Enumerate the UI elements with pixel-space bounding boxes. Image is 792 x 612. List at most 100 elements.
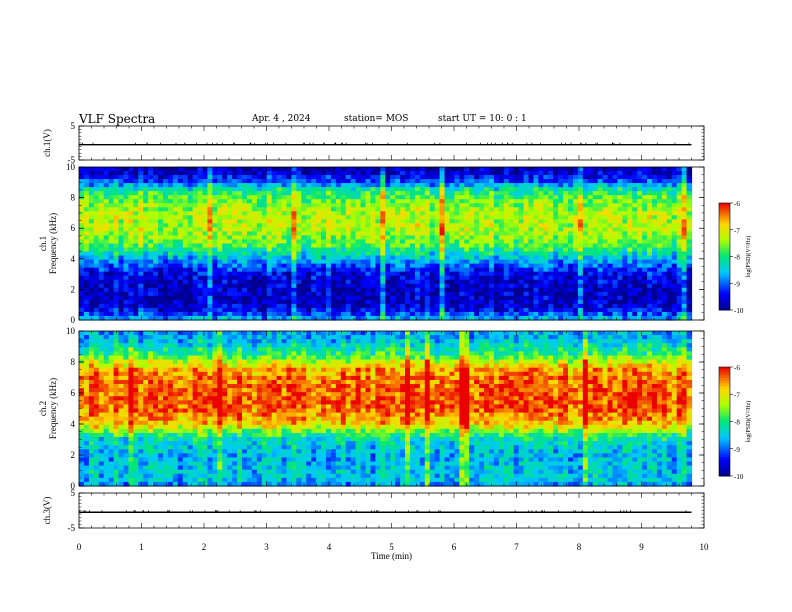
- spectrogram-cell: [686, 287, 693, 293]
- spectrogram-cell: [321, 299, 327, 305]
- spectrogram-cell: [276, 187, 283, 192]
- spectrogram-cell: [261, 311, 268, 317]
- spectrogram-cell: [637, 191, 643, 196]
- spectrogram-cell: [133, 291, 139, 297]
- spectrogram-cell: [232, 235, 238, 241]
- spectrogram-cell: [572, 195, 579, 200]
- spectrogram-cell: [335, 279, 342, 285]
- spectrogram-cell: [513, 231, 520, 237]
- spectrogram-cell: [291, 283, 297, 289]
- spectrogram-cell: [177, 287, 184, 293]
- spectrogram-cell: [572, 283, 579, 289]
- spectrogram-cell: [242, 207, 248, 212]
- spectrogram-cell: [237, 303, 243, 309]
- spectrogram-cell: [538, 259, 544, 265]
- spectrogram-cell: [513, 199, 520, 204]
- spectrogram-cell: [414, 243, 421, 249]
- spectrogram-cell: [370, 183, 376, 188]
- spectrogram-cell: [261, 215, 268, 220]
- spectrogram-cell: [365, 255, 372, 261]
- spectrogram-cell: [286, 315, 292, 321]
- spectrogram-cell: [83, 171, 90, 176]
- spectrogram-cell: [113, 239, 120, 245]
- spectrogram-cell: [93, 211, 100, 216]
- spectrogram-cell: [335, 199, 342, 204]
- spectrogram-cell: [192, 283, 199, 289]
- spectrogram-cell: [83, 239, 90, 245]
- start-time-label: start UT = 10: 0 : 1: [438, 114, 527, 124]
- spectrogram-cell: [261, 247, 268, 253]
- spectrogram-cell: [98, 243, 105, 249]
- spectrogram-cell: [493, 311, 500, 317]
- spectrogram-cell: [123, 267, 129, 273]
- spectrogram-cell: [202, 259, 209, 265]
- spectrogram-cell: [548, 283, 554, 289]
- spectrogram-cell: [390, 283, 396, 289]
- spectrogram-cell: [390, 259, 396, 265]
- spectrogram-cell: [93, 227, 100, 233]
- spectrogram-cell: [286, 183, 292, 188]
- spectrogram-cell: [266, 243, 273, 249]
- spectrogram-cell: [237, 299, 243, 305]
- spectrogram-cell: [597, 171, 604, 176]
- spectrogram-cell: [642, 303, 648, 309]
- spectrogram-cell: [335, 211, 342, 216]
- spectrogram-cell: [172, 195, 179, 200]
- spectrogram-cell: [281, 231, 288, 237]
- spectrogram-cell: [518, 251, 525, 257]
- spectrogram-cell: [311, 243, 317, 249]
- spectrogram-cell: [108, 263, 115, 269]
- spectrogram-cell: [429, 183, 436, 188]
- spectrogram-cell: [558, 219, 564, 224]
- spectrogram-cell: [266, 179, 273, 184]
- spectrogram-cell: [528, 215, 535, 220]
- spectrogram-cell: [138, 299, 144, 305]
- spectrogram-cell: [113, 211, 120, 216]
- spectrogram-cell: [153, 275, 159, 281]
- spectrogram-cell: [118, 203, 125, 208]
- spectrogram-cell: [518, 267, 525, 273]
- spectrogram-cell: [133, 299, 139, 305]
- spectrogram-cell: [572, 267, 579, 273]
- spectrogram-cell: [508, 175, 515, 180]
- spectrogram-cell: [355, 227, 362, 233]
- spectrogram-cell: [380, 303, 386, 309]
- spectrogram-cell: [355, 299, 362, 305]
- spectrogram-cell: [617, 303, 623, 309]
- spectrogram-cell: [202, 219, 209, 224]
- spectrogram-cell: [330, 251, 337, 257]
- spectrogram-cell: [533, 311, 539, 317]
- spectrogram-cell: [93, 303, 100, 309]
- spectrogram-cell: [301, 263, 307, 269]
- spectrogram-cell: [88, 215, 95, 220]
- spectrogram-cell: [316, 311, 322, 317]
- spectrogram-cell: [533, 199, 539, 204]
- spectrogram-cell: [261, 307, 268, 313]
- spectrogram-cell: [301, 295, 307, 301]
- spectrogram-cell: [390, 183, 396, 188]
- spectrogram-cell: [587, 219, 594, 224]
- spectrogram-cell: [498, 279, 505, 285]
- spectrogram-cell: [380, 179, 386, 184]
- spectrogram-cell: [642, 211, 648, 216]
- spectrogram-cell: [390, 299, 396, 305]
- spectrogram-cell: [281, 267, 288, 273]
- spectrogram-cell: [311, 283, 317, 289]
- spectrogram-cell: [172, 279, 179, 285]
- spectrogram-cell: [321, 287, 327, 293]
- spectrogram-cell: [375, 315, 381, 321]
- spectrogram-cell: [301, 227, 307, 233]
- spectrogram-cell: [503, 183, 510, 188]
- spectrogram-cell: [385, 179, 391, 184]
- spectrogram-cell: [207, 279, 213, 285]
- spectrogram-cell: [464, 235, 470, 241]
- spectrogram-cell: [390, 255, 396, 261]
- spectrogram-cell: [138, 215, 144, 220]
- spectrogram-cell: [508, 187, 515, 192]
- spectrogram-cell: [345, 307, 352, 313]
- spectrogram-cell: [296, 307, 302, 313]
- spectrogram-cell: [572, 275, 579, 281]
- spectrogram-cell: [148, 263, 154, 269]
- spectrogram-cell: [414, 271, 421, 277]
- spectrogram-cell: [597, 299, 604, 305]
